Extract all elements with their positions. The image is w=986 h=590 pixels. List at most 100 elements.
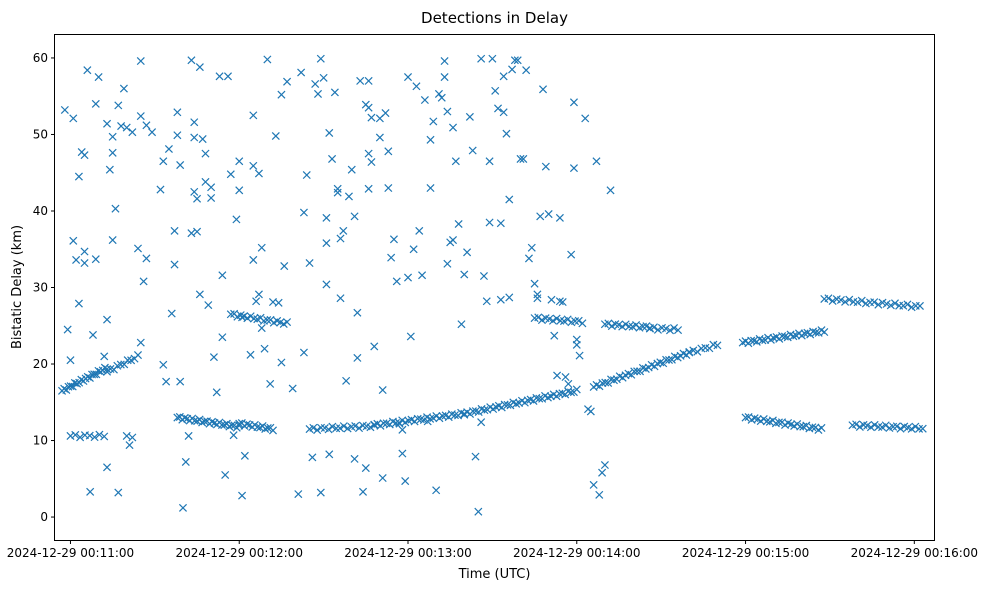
data-point bbox=[128, 433, 137, 442]
data-point bbox=[578, 319, 587, 328]
data-point bbox=[142, 121, 151, 130]
data-point bbox=[749, 336, 759, 345]
data-point bbox=[313, 89, 323, 98]
data-point bbox=[443, 259, 452, 268]
data-point bbox=[190, 187, 199, 196]
data-point bbox=[283, 318, 292, 327]
data-point bbox=[277, 358, 286, 367]
data-point bbox=[409, 245, 418, 254]
y-tick-label: 30 bbox=[33, 281, 48, 295]
data-point bbox=[193, 194, 202, 203]
data-point bbox=[225, 422, 234, 431]
data-point bbox=[558, 298, 567, 307]
data-point bbox=[429, 117, 438, 126]
data-points bbox=[58, 54, 927, 516]
data-point bbox=[254, 169, 263, 178]
data-point bbox=[232, 215, 241, 224]
data-point bbox=[184, 431, 193, 440]
data-point bbox=[246, 350, 255, 359]
data-point bbox=[581, 114, 590, 123]
data-point bbox=[555, 297, 564, 306]
data-point bbox=[66, 382, 75, 391]
data-point bbox=[874, 422, 883, 431]
data-point bbox=[249, 255, 258, 264]
data-point bbox=[499, 72, 508, 81]
data-point bbox=[375, 133, 384, 142]
data-point bbox=[886, 301, 895, 310]
data-point bbox=[450, 411, 459, 420]
data-point bbox=[434, 89, 443, 98]
data-point bbox=[111, 204, 120, 213]
data-point bbox=[403, 273, 413, 282]
data-point bbox=[508, 65, 517, 74]
data-point bbox=[333, 184, 342, 193]
data-point bbox=[212, 388, 221, 397]
data-point bbox=[311, 79, 320, 88]
data-point bbox=[83, 372, 92, 381]
data-point bbox=[496, 219, 505, 228]
data-point bbox=[780, 332, 789, 341]
data-point bbox=[384, 184, 393, 193]
data-point bbox=[217, 420, 226, 429]
data-point bbox=[322, 213, 331, 222]
data-point bbox=[105, 165, 114, 174]
data-point bbox=[333, 188, 342, 197]
data-point bbox=[355, 424, 364, 433]
data-point bbox=[367, 157, 376, 167]
data-point bbox=[85, 431, 94, 440]
data-point bbox=[505, 293, 514, 302]
data-point bbox=[125, 441, 134, 450]
data-point bbox=[86, 487, 95, 496]
data-point bbox=[176, 161, 185, 170]
data-point bbox=[463, 248, 472, 257]
data-point bbox=[811, 328, 820, 337]
data-point bbox=[249, 111, 258, 120]
data-point bbox=[440, 56, 449, 66]
data-point bbox=[313, 426, 322, 435]
data-point bbox=[195, 63, 204, 72]
data-point bbox=[190, 133, 199, 142]
data-point bbox=[566, 388, 576, 397]
data-point bbox=[60, 105, 69, 115]
data-point bbox=[80, 258, 89, 268]
data-point bbox=[308, 453, 317, 462]
data-point bbox=[384, 147, 393, 156]
data-point bbox=[176, 377, 185, 386]
y-axis: 0 10 20 30 40 50 60 bbox=[33, 51, 55, 524]
data-point bbox=[207, 193, 216, 203]
data-point bbox=[63, 325, 72, 334]
data-point bbox=[80, 247, 89, 256]
data-point bbox=[136, 112, 145, 121]
data-point bbox=[356, 76, 365, 85]
data-point bbox=[381, 109, 390, 118]
data-point bbox=[625, 322, 634, 331]
data-point bbox=[347, 165, 356, 174]
data-point bbox=[332, 424, 341, 433]
data-point bbox=[342, 376, 351, 385]
data-point bbox=[170, 260, 179, 269]
data-point bbox=[350, 454, 359, 463]
data-point bbox=[499, 108, 508, 117]
data-point bbox=[392, 277, 401, 286]
data-point bbox=[541, 162, 550, 171]
data-point bbox=[263, 55, 272, 64]
data-point bbox=[741, 413, 750, 422]
data-point bbox=[116, 360, 125, 369]
data-point bbox=[221, 470, 230, 479]
data-point bbox=[649, 323, 658, 332]
data-point bbox=[353, 308, 362, 317]
x-tick-label: 2024-12-29 00:13:00 bbox=[344, 546, 471, 560]
data-point bbox=[552, 314, 561, 323]
data-point bbox=[665, 326, 675, 335]
data-point bbox=[653, 325, 662, 334]
data-point bbox=[451, 157, 460, 166]
data-point bbox=[305, 258, 314, 268]
data-point bbox=[828, 296, 837, 306]
x-axis-label: Time (UTC) bbox=[458, 567, 531, 582]
data-point bbox=[870, 420, 879, 429]
data-point bbox=[493, 104, 503, 113]
data-point bbox=[139, 277, 148, 286]
data-point bbox=[510, 56, 519, 65]
data-point bbox=[477, 418, 486, 427]
data-point bbox=[713, 341, 722, 350]
